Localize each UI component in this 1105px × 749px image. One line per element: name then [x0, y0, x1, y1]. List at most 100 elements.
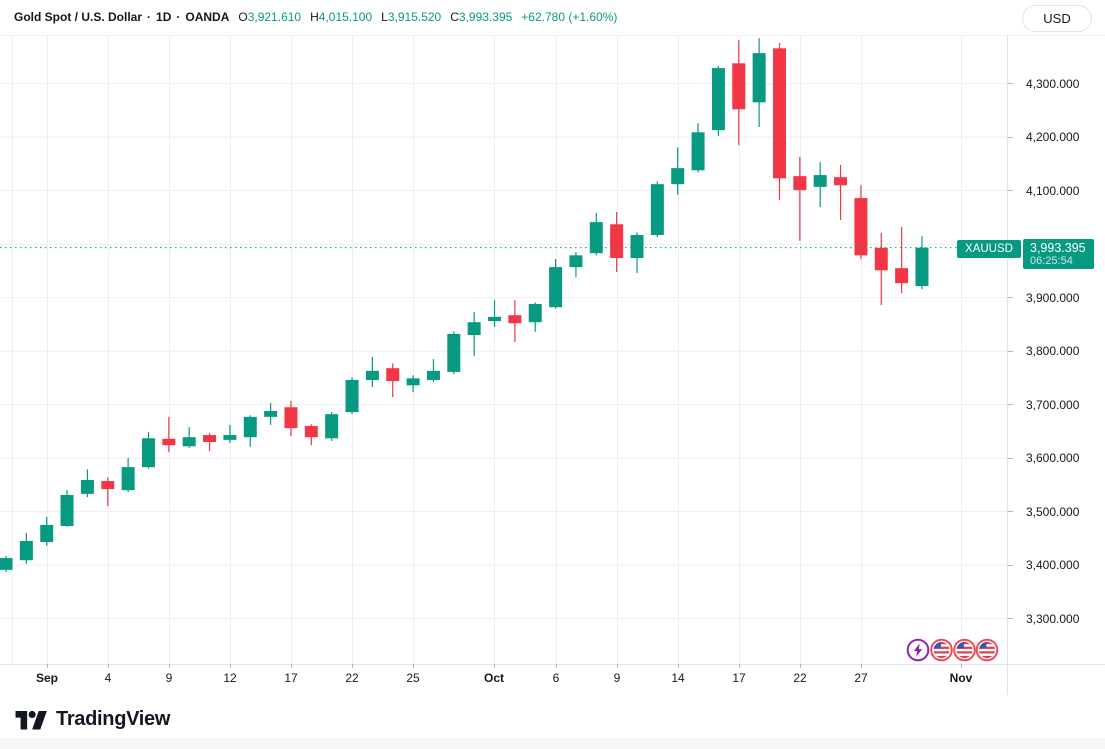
price-tick-mark — [1008, 83, 1013, 85]
price-tick-label: 4,100.000 — [1026, 183, 1080, 198]
change-value: +62.780 (+1.60%) — [521, 10, 618, 24]
candle — [19, 532, 33, 564]
time-tick-mark — [230, 664, 231, 668]
symbol-title[interactable]: Gold Spot / U.S. Dollar · 1D · OANDA — [14, 9, 229, 25]
candle — [264, 402, 278, 425]
time-tick-label: 12 — [223, 671, 237, 685]
candle — [711, 65, 725, 137]
time-tick-label: 17 — [284, 671, 298, 685]
time-tick-label: 25 — [406, 671, 420, 685]
time-axis-border — [0, 664, 1105, 665]
price-tick-label: 4,300.000 — [1026, 76, 1080, 91]
candlestick-chart[interactable] — [0, 0, 1007, 664]
low-value: L 3,915.520 — [381, 10, 442, 24]
price-tick-label: 3,500.000 — [1026, 504, 1080, 519]
time-tick-label: 9 — [613, 671, 621, 685]
candle — [447, 331, 461, 375]
separator-dot: · — [147, 10, 152, 24]
time-tick-mark — [494, 664, 495, 668]
time-tick-mark — [800, 664, 801, 668]
tradingview-logo[interactable]: TradingView — [14, 706, 170, 733]
candle — [589, 213, 603, 256]
candle — [650, 181, 664, 238]
candle — [284, 400, 298, 437]
symbol-name: Gold Spot / U.S. Dollar — [14, 10, 143, 24]
candle — [874, 232, 888, 306]
us-flag-event-icon[interactable] — [975, 638, 999, 662]
candle — [406, 375, 420, 393]
price-tick-mark — [1008, 511, 1013, 513]
price-tick-mark — [1008, 457, 1013, 459]
price-tick-mark — [1008, 564, 1013, 566]
price-tick-label: 3,300.000 — [1026, 611, 1080, 626]
candle — [691, 123, 705, 173]
candle — [121, 458, 135, 493]
current-price-badge: 3,993.395 06:25:54 — [1023, 239, 1094, 269]
interval-label: 1D — [156, 10, 172, 24]
price-axis[interactable]: 4,300.0004,200.0004,100.0004,000.0003,90… — [1008, 0, 1105, 695]
price-tick-mark — [1008, 404, 1013, 406]
candle — [834, 164, 848, 221]
chart-legend: Gold Spot / U.S. Dollar · 1D · OANDA O 3,… — [14, 9, 617, 25]
time-tick-mark — [739, 664, 740, 668]
time-tick-mark — [108, 664, 109, 668]
time-tick-label: 17 — [732, 671, 746, 685]
candle — [101, 477, 115, 507]
price-tick-label: 3,400.000 — [1026, 558, 1080, 573]
candle — [772, 42, 786, 201]
price-tick-mark — [1008, 136, 1013, 138]
time-tick-mark — [961, 664, 962, 668]
currency-usd-button[interactable]: USD — [1022, 5, 1092, 32]
open-value: O 3,921.610 — [238, 10, 302, 24]
candle — [386, 363, 400, 398]
time-tick-label: 6 — [552, 671, 560, 685]
time-tick-label: 14 — [671, 671, 685, 685]
candle — [610, 211, 624, 272]
candle — [915, 236, 929, 290]
us-flag-event-icon[interactable] — [930, 638, 953, 662]
time-tick-mark — [617, 664, 618, 668]
candle — [752, 38, 766, 127]
current-price-value: 3,993.395 — [1030, 241, 1086, 255]
candle — [813, 162, 827, 208]
time-axis[interactable]: Sep 4 9 12 17 22 25 Oct 6 9 14 17 22 27 Nov — [0, 664, 1105, 695]
time-tick-label: 22 — [345, 671, 359, 685]
time-tick-mark — [678, 664, 679, 668]
candle — [671, 147, 685, 195]
price-tick-label: 3,900.000 — [1026, 290, 1080, 305]
candle — [304, 424, 318, 446]
candle — [793, 156, 807, 241]
time-tick-label: 9 — [165, 671, 173, 685]
candle — [182, 427, 196, 448]
time-tick-mark — [861, 664, 862, 668]
symbol-price-label-badge: XAUUSD — [957, 240, 1021, 258]
price-tick-label: 3,600.000 — [1026, 451, 1080, 466]
time-tick-label: Oct — [483, 671, 504, 685]
candle — [630, 232, 644, 273]
candle — [528, 302, 542, 332]
exchange-label: OANDA — [185, 10, 230, 24]
earnings-flash-icon[interactable] — [906, 638, 930, 662]
time-tick-mark — [556, 664, 557, 668]
candle — [162, 416, 176, 453]
price-tick-mark — [1008, 350, 1013, 352]
time-tick-label: Sep — [35, 671, 58, 685]
candle — [40, 516, 54, 546]
footer-strip — [0, 738, 1105, 749]
us-flag-event-icon[interactable] — [953, 638, 976, 662]
time-tick-mark — [291, 664, 292, 668]
candle — [243, 415, 257, 447]
bar-close-countdown: 06:25:54 — [1030, 255, 1073, 267]
time-tick-label: 4 — [104, 671, 112, 685]
candle — [365, 356, 379, 387]
time-tick-mark — [47, 664, 48, 668]
time-tick-mark — [169, 664, 170, 668]
separator-dot: · — [176, 10, 181, 24]
price-tick-mark — [1008, 297, 1013, 299]
price-axis-border — [1007, 35, 1008, 695]
price-tick-label: 3,800.000 — [1026, 344, 1080, 359]
candle — [508, 300, 522, 342]
candles-layer — [0, 38, 929, 572]
candle — [426, 359, 440, 383]
candle — [895, 226, 909, 294]
